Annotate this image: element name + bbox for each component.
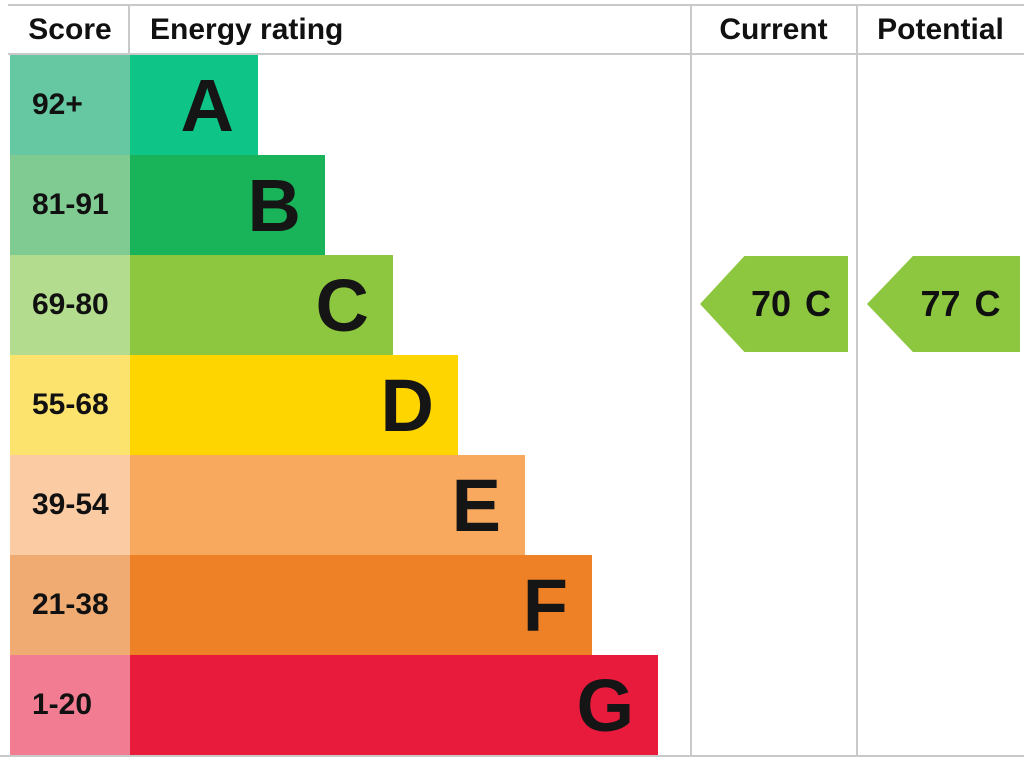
band-score-range: 21-38: [10, 555, 130, 655]
grid-score-divider-line: [128, 4, 130, 54]
band-score-range: 55-68: [10, 355, 130, 455]
potential-rating-letter: C: [974, 283, 1001, 324]
band-score-range: 1-20: [10, 655, 130, 755]
band-rating-bar: F: [130, 555, 592, 655]
rating-band-row: 55-68 D: [0, 355, 1024, 455]
band-score-range: 81-91: [10, 155, 130, 255]
grid-current-divider-line: [690, 4, 692, 756]
rating-band-row: 39-54 E: [0, 455, 1024, 555]
band-score-range: 92+: [10, 55, 130, 155]
band-score-range: 39-54: [10, 455, 130, 555]
rating-band-row: 21-38 F: [0, 555, 1024, 655]
rating-band-row: 92+ A: [0, 55, 1024, 155]
band-rating-bar: A: [130, 55, 258, 155]
grid-top-line: [8, 4, 1024, 6]
header-potential: Potential: [877, 13, 1004, 46]
grid-potential-divider-line: [856, 4, 858, 756]
band-rating-bar: E: [130, 455, 525, 555]
current-rating-letter: C: [805, 283, 832, 324]
potential-rating-value: 77: [920, 283, 961, 324]
header-current: Current: [719, 13, 828, 46]
current-rating-value: 70: [750, 283, 792, 324]
band-rating-bar: D: [130, 355, 458, 455]
band-score-range: 69-80: [10, 255, 130, 355]
rating-band-row: 81-91 B: [0, 155, 1024, 255]
header-energy-rating: Energy rating: [150, 13, 344, 46]
band-rating-bar: G: [130, 655, 658, 755]
grid-bottom-line: [0, 755, 1024, 757]
rating-band-row: 1-20 G: [0, 655, 1024, 755]
grid-header-bottom-line: [8, 53, 1024, 55]
header-score: Score: [28, 13, 112, 46]
rating-band-row: 69-80 C: [0, 255, 1024, 355]
band-rating-bar: B: [130, 155, 325, 255]
band-rating-bar: C: [130, 255, 393, 355]
